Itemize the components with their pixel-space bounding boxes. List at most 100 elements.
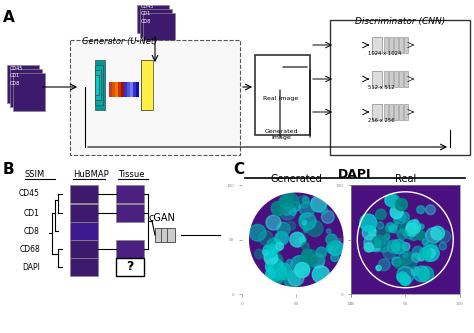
Circle shape	[394, 259, 404, 269]
Bar	[116, 204, 144, 222]
Circle shape	[402, 243, 410, 250]
Circle shape	[276, 276, 283, 283]
Bar	[109, 82, 112, 97]
Circle shape	[400, 275, 410, 286]
Circle shape	[265, 258, 283, 275]
Circle shape	[249, 224, 266, 241]
Bar	[70, 258, 98, 276]
Bar	[136, 82, 139, 97]
Circle shape	[419, 247, 431, 259]
Circle shape	[269, 254, 283, 267]
Bar	[116, 258, 144, 276]
Bar	[394, 104, 398, 120]
Circle shape	[300, 215, 305, 220]
Bar	[167, 228, 175, 242]
Circle shape	[417, 206, 425, 213]
Bar	[95, 65, 103, 105]
Text: Real Image: Real Image	[264, 96, 299, 101]
Bar	[404, 37, 408, 53]
Bar	[330, 20, 470, 155]
Circle shape	[304, 251, 309, 256]
Circle shape	[302, 220, 307, 225]
Circle shape	[293, 233, 306, 245]
Bar	[95, 60, 105, 110]
Circle shape	[409, 232, 418, 240]
Circle shape	[390, 206, 403, 219]
Circle shape	[271, 201, 285, 215]
Circle shape	[386, 226, 391, 232]
Bar	[141, 65, 149, 105]
Circle shape	[364, 243, 374, 252]
Circle shape	[389, 225, 397, 233]
Circle shape	[316, 247, 327, 257]
Circle shape	[413, 219, 418, 224]
Circle shape	[397, 273, 405, 281]
Circle shape	[406, 223, 419, 236]
Bar	[389, 104, 393, 120]
Circle shape	[392, 239, 406, 254]
Circle shape	[267, 265, 283, 281]
Bar	[141, 60, 151, 110]
Circle shape	[397, 266, 414, 284]
Circle shape	[386, 223, 395, 232]
Circle shape	[384, 234, 390, 239]
Text: CD45
CD1
CD8: CD45 CD1 CD8	[10, 66, 23, 86]
Circle shape	[248, 192, 344, 288]
Bar	[335, 67, 365, 91]
Circle shape	[312, 266, 329, 283]
Circle shape	[378, 259, 390, 271]
Circle shape	[383, 246, 396, 259]
Bar	[404, 104, 408, 120]
Bar	[127, 82, 130, 97]
Circle shape	[412, 246, 424, 258]
Circle shape	[360, 214, 377, 231]
Text: DAPI: DAPI	[338, 168, 372, 181]
Bar	[130, 82, 133, 97]
Circle shape	[297, 196, 310, 208]
Bar	[141, 75, 145, 95]
Circle shape	[397, 272, 409, 283]
Circle shape	[277, 222, 290, 235]
Circle shape	[275, 232, 287, 244]
Circle shape	[310, 254, 325, 268]
Text: C: C	[233, 162, 244, 177]
Circle shape	[416, 230, 426, 240]
Circle shape	[327, 229, 331, 233]
Circle shape	[279, 196, 293, 210]
Circle shape	[284, 271, 301, 288]
Circle shape	[331, 253, 339, 261]
Circle shape	[314, 270, 323, 279]
Text: A: A	[3, 10, 15, 25]
Bar	[372, 104, 382, 120]
Circle shape	[426, 249, 435, 258]
Text: CD1: CD1	[24, 208, 40, 217]
Circle shape	[426, 228, 441, 243]
Circle shape	[279, 208, 285, 214]
Circle shape	[438, 230, 451, 243]
Bar	[141, 60, 153, 110]
Text: SSIM: SSIM	[25, 170, 45, 179]
Circle shape	[401, 253, 418, 269]
Circle shape	[275, 263, 292, 279]
Circle shape	[302, 249, 313, 260]
Circle shape	[287, 259, 292, 265]
Circle shape	[424, 253, 432, 261]
Text: Generated
Image: Generated Image	[264, 129, 298, 140]
Circle shape	[273, 266, 287, 279]
Bar	[70, 185, 98, 203]
Title: Generated: Generated	[270, 174, 322, 184]
Circle shape	[422, 239, 428, 245]
Bar	[70, 204, 98, 222]
Bar	[335, 100, 365, 124]
Bar	[70, 40, 240, 155]
Circle shape	[275, 231, 289, 245]
Circle shape	[412, 253, 421, 262]
Circle shape	[376, 209, 386, 219]
Circle shape	[393, 225, 401, 234]
Circle shape	[304, 228, 308, 233]
Circle shape	[302, 197, 309, 203]
Bar	[399, 71, 403, 87]
Circle shape	[328, 240, 343, 255]
Circle shape	[362, 225, 376, 240]
Bar	[404, 71, 408, 87]
